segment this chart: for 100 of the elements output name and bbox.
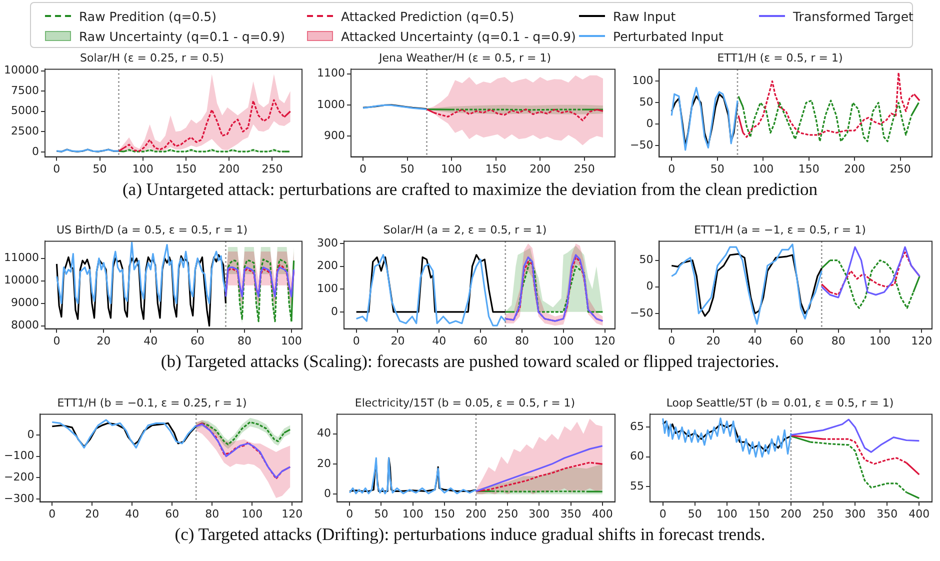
- y-tick-label: 11000: [4, 251, 39, 264]
- x-tick-label: 250: [574, 162, 595, 176]
- legend-label: Raw Predition (q=0.5): [79, 8, 217, 24]
- chart-title: Electricity/15T (b = 0.05, ε = 0.5, r = 1): [354, 396, 576, 410]
- x-tick-label: 0: [668, 334, 676, 348]
- x-tick-label: 0: [346, 507, 354, 520]
- x-tick-label: 0: [53, 162, 60, 176]
- x-tick-label: 200: [844, 162, 866, 176]
- y-tick-label: 300: [316, 236, 338, 250]
- x-tick-label: 20: [706, 334, 720, 348]
- y-tick-label: −50: [630, 306, 654, 320]
- x-tick-label: 40: [432, 334, 446, 348]
- x-tick-label: 200: [466, 507, 486, 520]
- y-tick-label: 60: [630, 450, 644, 463]
- x-tick-label: 40: [144, 334, 158, 348]
- legend-label: Transformed Target: [793, 8, 914, 24]
- y-tick-label: 0: [330, 304, 338, 318]
- x-tick-label: 100: [441, 162, 462, 176]
- chart-title: ETT1/H (a = −1, ε = 0.5, r = 1): [694, 223, 866, 236]
- text: (c) Targeted attacks (Drifting): perturbations induce gradual shifts in forecast trends.: [174, 524, 766, 545]
- x-tick-label: 100: [552, 334, 574, 348]
- x-tick-label: 50: [688, 507, 702, 520]
- x-tick-label: 40: [125, 507, 140, 520]
- x-tick-label: 40: [748, 334, 762, 348]
- x-tick-label: 150: [748, 507, 770, 520]
- y-tick-label: 0: [27, 428, 34, 441]
- y-tick-label: 0: [646, 117, 654, 130]
- y-tick-label: 20: [316, 456, 331, 470]
- x-tick-label: 250: [890, 162, 911, 176]
- chart-title: Solar/H (a = 2, ε = 0.5, r = 1): [383, 223, 547, 236]
- legend-label: Attacked Prediction (q=0.5): [341, 8, 514, 24]
- y-tick-label: −300: [4, 492, 34, 505]
- x-tick-label: 350: [560, 507, 582, 520]
- x-tick-label: 150: [176, 162, 196, 176]
- x-tick-label: 100: [752, 162, 774, 176]
- x-tick-label: 80: [514, 334, 529, 348]
- x-tick-label: 250: [497, 507, 518, 520]
- x-tick-label: 100: [402, 507, 424, 520]
- y-tick-label: 8000: [10, 318, 39, 332]
- x-tick-label: 100: [242, 507, 263, 520]
- x-tick-label: 60: [790, 334, 804, 348]
- x-tick-label: 100: [716, 507, 738, 520]
- x-tick-label: 20: [96, 334, 111, 348]
- chart-title: Loop Seattle/5T (b = 0.01, ε = 0.5, r = 1): [666, 396, 894, 410]
- y-tick-label: −100: [4, 449, 34, 462]
- x-tick-label: 150: [798, 162, 820, 176]
- x-tick-label: 250: [262, 162, 283, 176]
- x-tick-label: 20: [85, 507, 100, 520]
- y-tick-label: 900: [324, 128, 345, 142]
- x-tick-label: 0: [659, 507, 666, 520]
- x-tick-label: 300: [844, 507, 866, 520]
- x-tick-label: 400: [908, 507, 930, 520]
- x-tick-label: 0: [352, 334, 360, 348]
- x-tick-label: 100: [280, 334, 302, 348]
- x-tick-label: 250: [812, 507, 834, 520]
- y-tick-label: 1100: [316, 66, 345, 80]
- x-tick-label: 80: [831, 334, 846, 348]
- x-tick-label: 60: [190, 334, 205, 348]
- y-tick-label: 40: [316, 426, 331, 440]
- x-tick-label: 50: [710, 162, 724, 176]
- x-tick-label: 0: [48, 507, 56, 520]
- text: Attacked Uncertainty (q=0.1 - q=0.9): [341, 28, 576, 44]
- x-tick-label: 350: [876, 507, 898, 520]
- y-tick-label: 9000: [10, 296, 39, 310]
- x-tick-label: 400: [592, 507, 613, 520]
- x-tick-label: 60: [165, 507, 180, 520]
- y-tick-label: 100: [316, 282, 338, 295]
- x-tick-label: 200: [218, 162, 240, 176]
- legend-label: Perturbated Input: [613, 28, 724, 44]
- chart-title: Jena Weather/H (ε = 0.5, r = 1): [378, 51, 551, 64]
- y-tick-label: 2500: [10, 124, 39, 138]
- y-tick-label: 55: [630, 479, 644, 492]
- x-tick-label: 60: [474, 334, 488, 348]
- text: (a) Untargeted attack: perturbations are crafted to maximize the deviation from the clean prediction: [121, 179, 818, 200]
- y-tick-label: 50: [639, 253, 654, 266]
- x-tick-label: 150: [485, 162, 506, 176]
- y-tick-label: 0: [646, 280, 654, 293]
- x-tick-label: 120: [282, 507, 303, 520]
- x-tick-label: 0: [53, 334, 60, 348]
- x-tick-label: 120: [594, 334, 616, 348]
- y-tick-label: −200: [4, 470, 34, 484]
- x-tick-label: 50: [92, 162, 107, 176]
- y-tick-label: 1000: [316, 98, 345, 111]
- y-tick-label: 50: [639, 96, 654, 109]
- chart-title: US Birth/D (a = 0.5, ε = 0.5, r = 1): [56, 223, 248, 236]
- x-tick-label: 80: [237, 334, 252, 348]
- y-tick-label: 200: [316, 259, 338, 272]
- x-tick-label: 0: [359, 162, 366, 176]
- x-tick-label: 150: [434, 507, 455, 520]
- x-tick-label: 200: [780, 507, 802, 520]
- chart-title: Solar/H (ε = 0.25, r = 0.5): [80, 51, 224, 64]
- y-tick-label: 10000: [4, 274, 39, 287]
- y-tick-label: 10000: [4, 64, 39, 77]
- x-tick-label: 50: [400, 162, 414, 176]
- x-tick-label: 0: [668, 162, 676, 176]
- x-tick-label: 50: [374, 507, 388, 520]
- chart-title: ETT1/H (b = −0.1, ε = 0.25, r = 1): [57, 396, 247, 410]
- y-tick-label: −50: [630, 138, 654, 152]
- x-tick-label: 120: [911, 334, 932, 348]
- y-tick-label: 0: [32, 144, 39, 158]
